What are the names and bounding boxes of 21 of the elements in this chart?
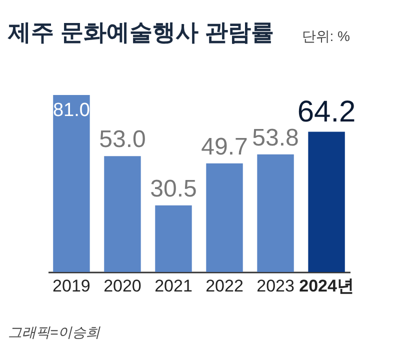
x-tick-label: 2021 — [154, 276, 192, 296]
chart-title: 제주 문화예술행사 관람률 — [7, 19, 274, 45]
x-tick-label: 2022 — [206, 276, 244, 296]
text: 그래픽=이승희 — [8, 324, 102, 340]
data-label: 49.7 — [201, 133, 248, 160]
bar — [104, 156, 141, 272]
x-tick-label: 2020 — [104, 276, 142, 296]
data-label: 81.0 — [52, 100, 90, 121]
bar — [53, 95, 90, 272]
data-label: 30.5 — [150, 175, 197, 202]
bar — [257, 154, 294, 272]
x-tick-label: 2023 — [256, 276, 294, 296]
x-tick-label: 2019 — [52, 276, 90, 296]
data-label: 53.8 — [252, 124, 299, 152]
x-tick-label: 2024년 — [299, 276, 354, 296]
bar — [206, 163, 243, 272]
data-label: 53.0 — [99, 126, 146, 154]
bar — [308, 132, 345, 272]
data-label: 64.2 — [297, 96, 356, 129]
text: 단위: % — [302, 28, 350, 44]
bar — [155, 205, 192, 272]
